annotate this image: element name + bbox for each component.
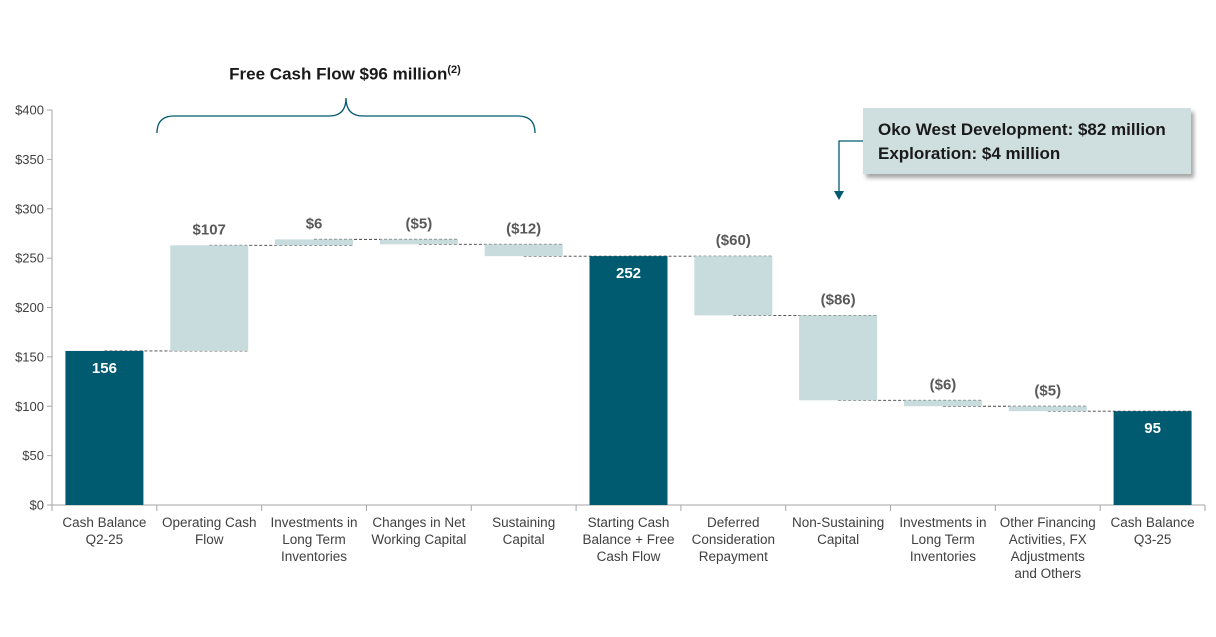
category-label-line: Investments in [271,515,358,530]
total-bar [1113,411,1192,505]
y-tick-label: $150 [15,349,44,364]
callout-exploration: Exploration: $4 million [878,144,1061,163]
category-label: Other Financing Activities, FX Adjustments… [1000,515,1096,581]
y-tick-label: $350 [15,152,44,167]
category-label-line: and Others [1014,566,1081,581]
category-label-line: Other Financing [1000,515,1096,530]
change-bar [484,244,563,257]
category-label: Non-Sustaining Capital [792,515,884,547]
total-bar [65,350,144,505]
data-labels: 156 $107 $6 ($5) ($12) 252 ($60) ($86) ($6) ($5) 9… [92,215,1161,437]
category-label-line: Repayment [699,549,768,564]
x-axis [51,504,1206,511]
bars [65,239,1192,505]
y-tick-label: $200 [15,300,44,315]
category-label-line: Inventories [281,549,347,564]
category-labels: Cash Balance Q2-25 Operating Cash Flow Inves… [62,515,1194,581]
change-bar [379,239,458,245]
data-label: ($60) [716,232,751,249]
category-label: Deferred Consideration Repayment [692,515,775,564]
category-label: Cash Balance Q3-25 [1111,515,1195,547]
data-label: 156 [92,360,117,377]
category-label: Operating Cash Flow [162,515,257,547]
callout-arrow-line [838,140,863,192]
category-label-line: Q3-25 [1134,532,1172,547]
category-label: Investments in Long Term Inventories [271,515,358,564]
category-label: Starting Cash Balance + Free Cash Flow [583,515,675,564]
y-tick-label: $0 [30,498,44,513]
category-label: Changes in Net Working Capital [371,515,466,547]
y-tick-label: $250 [15,251,44,266]
category-label-line: Changes in Net [372,515,465,530]
category-label-line: Inventories [910,549,976,564]
category-label-line: Deferred [707,515,760,530]
footnote-marker: (2) [447,64,461,76]
y-tick-label: $300 [15,201,44,216]
change-bar [275,239,354,246]
data-label: ($86) [821,291,856,308]
category-label-line: Flow [195,532,224,547]
callout-arrow-head [834,191,844,200]
total-bar [589,256,668,505]
category-label-line: Starting Cash [588,515,670,530]
change-bar [1008,406,1087,412]
free-cash-flow-text: Free Cash Flow $96 million [229,64,448,84]
free-cash-flow-brace [156,97,536,134]
category-label-line: Consideration [692,532,775,547]
category-label-line: Long Term [282,532,346,547]
category-label-line: Operating Cash [162,515,257,530]
category-label-line: Cash Balance [1111,515,1195,530]
data-label: 252 [616,265,641,282]
category-label-line: Sustaining [492,515,555,530]
category-label-line: Cash Balance [62,515,146,530]
y-tick-label: $400 [15,103,44,118]
category-label-line: Working Capital [371,532,466,547]
change-bar [799,315,878,401]
y-tick-label: $100 [15,399,44,414]
data-label: ($5) [1034,382,1061,399]
y-axis: $0 $50 $100 $150 $200 $250 $300 $350 $400 [15,103,53,513]
data-label: ($5) [406,215,433,232]
category-label: Cash Balance Q2-25 [62,515,146,547]
data-label: ($12) [506,220,541,237]
category-label: Investments in Long Term Inventories [899,515,986,564]
category-label-line: Capital [817,532,859,547]
change-bar [694,256,773,316]
category-label-line: Investments in [899,515,986,530]
callout-oko-west: Oko West Development: $82 million [878,120,1166,139]
category-label-line: Activities, FX [1009,532,1087,547]
category-label-line: Q2-25 [86,532,124,547]
category-label-line: Capital [503,532,545,547]
data-label: ($6) [930,376,957,393]
callout-box: Oko West Development: $82 million Explor… [863,108,1191,174]
category-label-line: Adjustments [1011,549,1086,564]
change-bar [170,245,249,351]
category-label-line: Non-Sustaining [792,515,884,530]
category-label-line: Balance + Free [583,532,675,547]
change-bar [903,400,982,407]
category-label-line: Long Term [911,532,975,547]
data-label: $6 [306,215,323,232]
data-label: $107 [193,221,226,238]
free-cash-flow-title: Free Cash Flow $96 million(2) [0,64,690,85]
y-tick-label: $50 [22,448,44,463]
data-label: 95 [1144,420,1161,437]
category-label: Sustaining Capital [492,515,555,547]
category-label-line: Cash Flow [597,549,661,564]
